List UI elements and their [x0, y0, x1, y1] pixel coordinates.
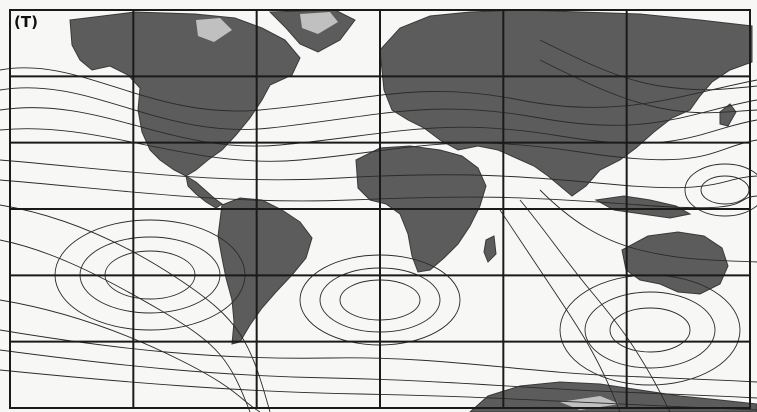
- japan: [719, 103, 737, 127]
- central-america: [185, 174, 223, 209]
- madagascar: [483, 235, 497, 263]
- streamline: [0, 159, 757, 189]
- streamline-loop: [584, 291, 716, 369]
- streamline: [0, 87, 757, 130]
- streamline: [0, 349, 757, 399]
- australia: [621, 231, 729, 295]
- streamline: [0, 204, 271, 412]
- ice-patch: [300, 12, 338, 34]
- streamline: [519, 199, 671, 412]
- streamline: [0, 329, 757, 383]
- grid-overlay: [9, 9, 751, 409]
- north-america: [69, 11, 301, 177]
- ice-patch: [196, 18, 232, 42]
- streamline-loop: [684, 163, 757, 217]
- indonesia: [594, 195, 692, 219]
- streamline: [499, 209, 621, 412]
- streamline: [0, 299, 261, 412]
- streamline: [0, 107, 757, 147]
- streamline: [0, 179, 757, 209]
- streamline: [539, 189, 757, 263]
- streamline: [539, 39, 757, 91]
- streamline: [0, 369, 757, 411]
- streamline-loop: [609, 307, 691, 353]
- eurasia: [379, 9, 753, 197]
- streamline: [0, 239, 251, 412]
- map-panel-label: (T): [12, 13, 40, 31]
